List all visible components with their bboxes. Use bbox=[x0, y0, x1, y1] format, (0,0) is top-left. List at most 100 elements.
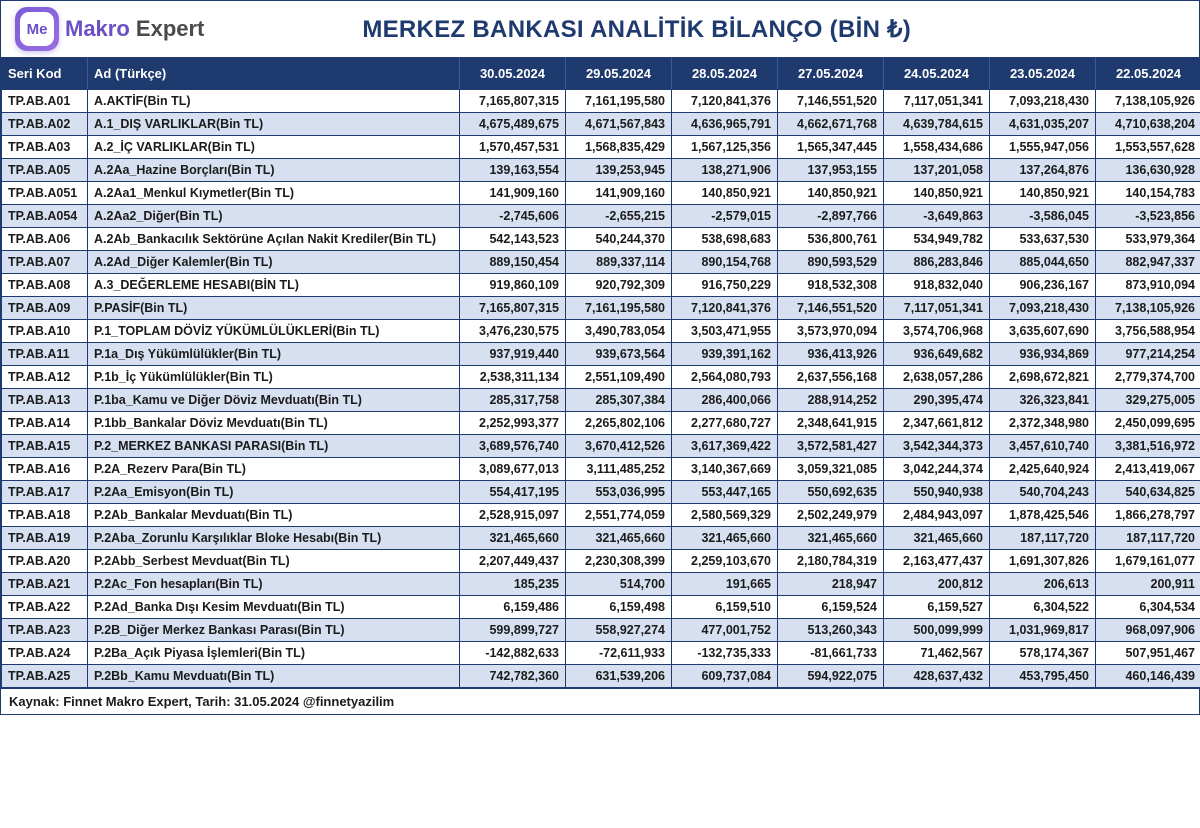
cell-name: P.2Aa_Emisyon(Bin TL) bbox=[88, 481, 460, 504]
cell-code: TP.AB.A09 bbox=[2, 297, 88, 320]
cell-name: A.1_DIŞ VARLIKLAR(Bin TL) bbox=[88, 113, 460, 136]
cell-value: 936,934,869 bbox=[990, 343, 1096, 366]
cell-name: P.2Ba_Açık Piyasa İşlemleri(Bin TL) bbox=[88, 642, 460, 665]
cell-value: 7,165,807,315 bbox=[460, 90, 566, 113]
cell-value: 3,574,706,968 bbox=[884, 320, 990, 343]
cell-value: 137,201,058 bbox=[884, 159, 990, 182]
header: Me Makro Expert MERKEZ BANKASI ANALİTİK … bbox=[1, 1, 1199, 57]
cell-value: 2,163,477,437 bbox=[884, 550, 990, 573]
cell-value: 939,673,564 bbox=[566, 343, 672, 366]
cell-value: -2,897,766 bbox=[778, 205, 884, 228]
col-date-0: 30.05.2024 bbox=[460, 58, 566, 90]
cell-value: -142,882,633 bbox=[460, 642, 566, 665]
cell-value: 2,551,109,490 bbox=[566, 366, 672, 389]
cell-value: 6,159,498 bbox=[566, 596, 672, 619]
cell-value: 140,850,921 bbox=[672, 182, 778, 205]
cell-name: A.2Ab_Bankacılık Sektörüne Açılan Nakit … bbox=[88, 228, 460, 251]
brand-logo: Me Makro Expert bbox=[15, 7, 204, 51]
table-row: TP.AB.A15P.2_MERKEZ BANKASI PARASI(Bin T… bbox=[2, 435, 1200, 458]
cell-value: 578,174,367 bbox=[990, 642, 1096, 665]
cell-code: TP.AB.A21 bbox=[2, 573, 88, 596]
cell-value: 140,850,921 bbox=[990, 182, 1096, 205]
cell-value: 2,502,249,979 bbox=[778, 504, 884, 527]
cell-value: 2,564,080,793 bbox=[672, 366, 778, 389]
cell-value: 191,665 bbox=[672, 573, 778, 596]
table-row: TP.AB.A22P.2Ad_Banka Dışı Kesim Mevduatı… bbox=[2, 596, 1200, 619]
table-row: TP.AB.A051A.2Aa1_Menkul Kıymetler(Bin TL… bbox=[2, 182, 1200, 205]
col-date-5: 23.05.2024 bbox=[990, 58, 1096, 90]
cell-value: 139,253,945 bbox=[566, 159, 672, 182]
cell-code: TP.AB.A16 bbox=[2, 458, 88, 481]
cell-value: 7,117,051,341 bbox=[884, 297, 990, 320]
cell-value: 3,111,485,252 bbox=[566, 458, 672, 481]
cell-value: 742,782,360 bbox=[460, 665, 566, 688]
cell-value: 6,159,527 bbox=[884, 596, 990, 619]
cell-name: P.2Ad_Banka Dışı Kesim Mevduatı(Bin TL) bbox=[88, 596, 460, 619]
cell-value: 2,580,569,329 bbox=[672, 504, 778, 527]
cell-value: 2,698,672,821 bbox=[990, 366, 1096, 389]
cell-value: 285,307,384 bbox=[566, 389, 672, 412]
cell-value: 286,400,066 bbox=[672, 389, 778, 412]
col-date-4: 24.05.2024 bbox=[884, 58, 990, 90]
table-row: TP.AB.A08A.3_DEĞERLEME HESABI(BİN TL)919… bbox=[2, 274, 1200, 297]
cell-value: 631,539,206 bbox=[566, 665, 672, 688]
cell-value: 550,940,938 bbox=[884, 481, 990, 504]
cell-value: 7,161,195,580 bbox=[566, 90, 672, 113]
cell-value: 7,138,105,926 bbox=[1096, 90, 1200, 113]
cell-value: 3,670,412,526 bbox=[566, 435, 672, 458]
cell-value: 3,573,970,094 bbox=[778, 320, 884, 343]
cell-value: 2,207,449,437 bbox=[460, 550, 566, 573]
cell-value: 936,413,926 bbox=[778, 343, 884, 366]
cell-value: 7,093,218,430 bbox=[990, 90, 1096, 113]
cell-value: 138,271,906 bbox=[672, 159, 778, 182]
cell-value: 1,567,125,356 bbox=[672, 136, 778, 159]
cell-code: TP.AB.A10 bbox=[2, 320, 88, 343]
cell-value: 936,649,682 bbox=[884, 343, 990, 366]
cell-value: 290,395,474 bbox=[884, 389, 990, 412]
cell-value: -2,655,215 bbox=[566, 205, 672, 228]
cell-value: 2,372,348,980 bbox=[990, 412, 1096, 435]
cell-value: 321,465,660 bbox=[778, 527, 884, 550]
cell-value: 1,565,347,445 bbox=[778, 136, 884, 159]
table-row: TP.AB.A03A.2_İÇ VARLIKLAR(Bin TL)1,570,4… bbox=[2, 136, 1200, 159]
cell-value: 553,447,165 bbox=[672, 481, 778, 504]
cell-value: 3,617,369,422 bbox=[672, 435, 778, 458]
cell-code: TP.AB.A08 bbox=[2, 274, 88, 297]
cell-value: 3,490,783,054 bbox=[566, 320, 672, 343]
cell-value: 321,465,660 bbox=[672, 527, 778, 550]
cell-value: 2,347,661,812 bbox=[884, 412, 990, 435]
cell-value: 2,551,774,059 bbox=[566, 504, 672, 527]
cell-value: 939,391,162 bbox=[672, 343, 778, 366]
table-row: TP.AB.A09P.PASİF(Bin TL)7,165,807,3157,1… bbox=[2, 297, 1200, 320]
cell-value: 2,425,640,924 bbox=[990, 458, 1096, 481]
cell-value: 1,679,161,077 bbox=[1096, 550, 1200, 573]
cell-code: TP.AB.A11 bbox=[2, 343, 88, 366]
cell-value: 218,947 bbox=[778, 573, 884, 596]
cell-value: 206,613 bbox=[990, 573, 1096, 596]
cell-name: P.1b_İç Yükümlülükler(Bin TL) bbox=[88, 366, 460, 389]
cell-value: 3,042,244,374 bbox=[884, 458, 990, 481]
table-row: TP.AB.A18P.2Ab_Bankalar Mevduatı(Bin TL)… bbox=[2, 504, 1200, 527]
cell-name: A.2_İÇ VARLIKLAR(Bin TL) bbox=[88, 136, 460, 159]
cell-value: 889,150,454 bbox=[460, 251, 566, 274]
cell-value: 7,138,105,926 bbox=[1096, 297, 1200, 320]
table-row: TP.AB.A07A.2Ad_Diğer Kalemler(Bin TL)889… bbox=[2, 251, 1200, 274]
cell-code: TP.AB.A24 bbox=[2, 642, 88, 665]
cell-value: 533,979,364 bbox=[1096, 228, 1200, 251]
table-row: TP.AB.A19P.2Aba_Zorunlu Karşılıklar Blok… bbox=[2, 527, 1200, 550]
table-row: TP.AB.A14P.1bb_Bankalar Döviz Mevduatı(B… bbox=[2, 412, 1200, 435]
cell-value: 141,909,160 bbox=[566, 182, 672, 205]
cell-value: 540,704,243 bbox=[990, 481, 1096, 504]
cell-name: P.2Ab_Bankalar Mevduatı(Bin TL) bbox=[88, 504, 460, 527]
cell-name: A.2Aa_Hazine Borçları(Bin TL) bbox=[88, 159, 460, 182]
cell-value: 7,146,551,520 bbox=[778, 90, 884, 113]
table-row: TP.AB.A054A.2Aa2_Diğer(Bin TL)-2,745,606… bbox=[2, 205, 1200, 228]
table-row: TP.AB.A11P.1a_Dış Yükümlülükler(Bin TL)9… bbox=[2, 343, 1200, 366]
table-row: TP.AB.A24P.2Ba_Açık Piyasa İşlemleri(Bin… bbox=[2, 642, 1200, 665]
cell-value: 2,348,641,915 bbox=[778, 412, 884, 435]
cell-value: 1,570,457,531 bbox=[460, 136, 566, 159]
cell-code: TP.AB.A23 bbox=[2, 619, 88, 642]
cell-value: 2,230,308,399 bbox=[566, 550, 672, 573]
col-date-1: 29.05.2024 bbox=[566, 58, 672, 90]
cell-name: P.2B_Diğer Merkez Bankası Parası(Bin TL) bbox=[88, 619, 460, 642]
